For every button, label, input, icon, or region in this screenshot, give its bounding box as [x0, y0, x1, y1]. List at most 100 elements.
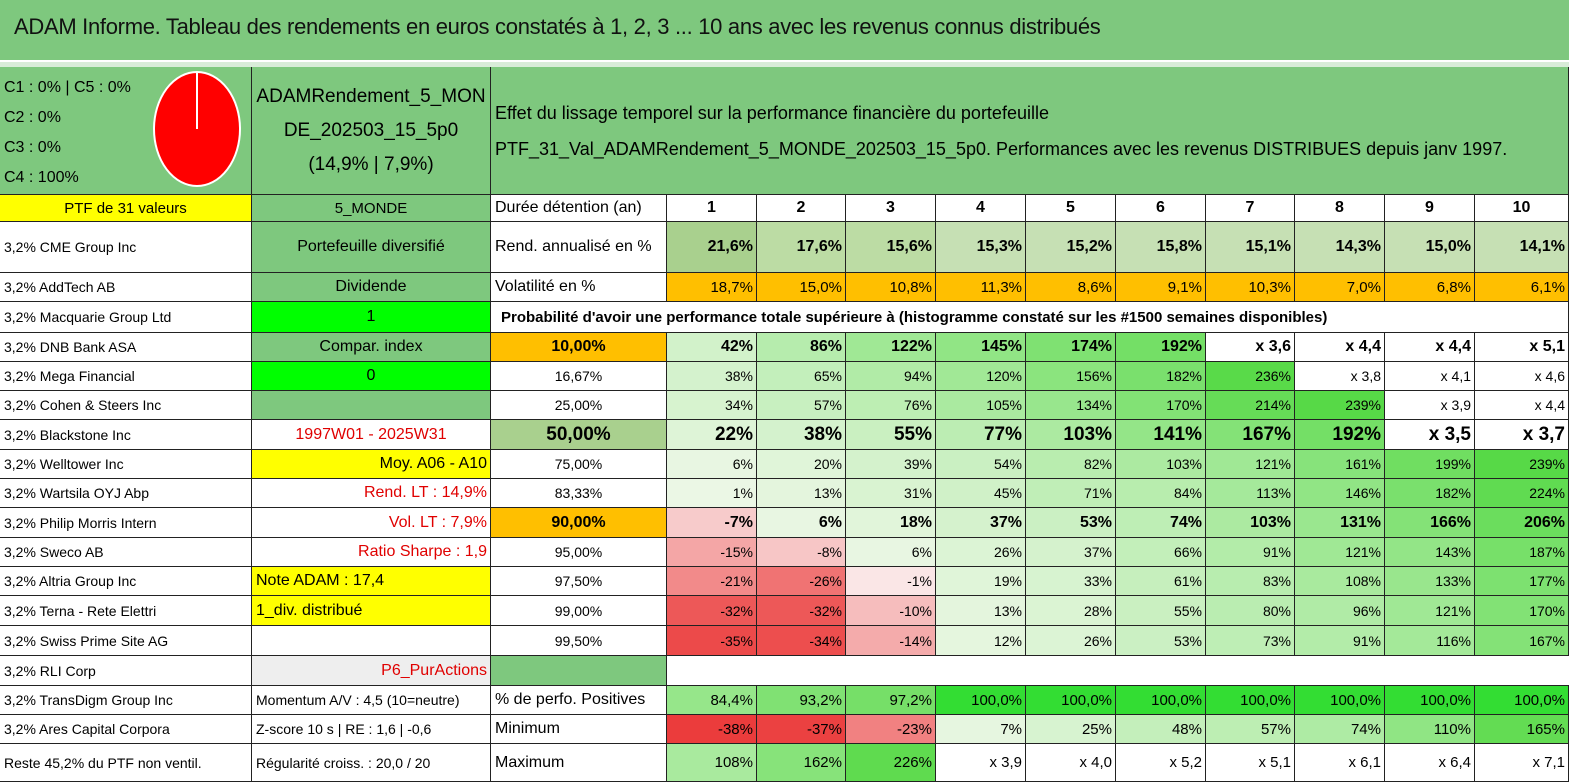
probability-value[interactable]: 82%	[1026, 450, 1116, 479]
rend-value[interactable]: 15,3%	[936, 222, 1026, 273]
minimum-value[interactable]: 57%	[1206, 715, 1295, 744]
minimum-value[interactable]: -37%	[757, 715, 846, 744]
positive-value[interactable]: 100,0%	[1385, 686, 1475, 715]
probability-value[interactable]: 54%	[936, 450, 1026, 479]
probability-value[interactable]: 167%	[1475, 626, 1569, 656]
minimum-value[interactable]: -23%	[846, 715, 936, 744]
probability-value[interactable]: 37%	[936, 508, 1026, 538]
minimum-value[interactable]: 110%	[1385, 715, 1475, 744]
probability-value[interactable]: 224%	[1475, 479, 1569, 508]
vol-value[interactable]: 10,8%	[846, 273, 936, 302]
spacer-empty[interactable]	[667, 656, 1569, 686]
probability-value[interactable]: 28%	[1026, 596, 1116, 626]
positive-value[interactable]: 93,2%	[757, 686, 846, 715]
rend-value[interactable]: 14,3%	[1295, 222, 1385, 273]
probability-value[interactable]: 103%	[1116, 450, 1206, 479]
positive-value[interactable]: 97,2%	[846, 686, 936, 715]
maximum-label[interactable]: Maximum	[491, 744, 667, 782]
probability-value[interactable]: 45%	[936, 479, 1026, 508]
probability-value[interactable]: 76%	[846, 391, 936, 420]
vol-value[interactable]: 11,3%	[936, 273, 1026, 302]
rend-value[interactable]: 15,8%	[1116, 222, 1206, 273]
probability-value[interactable]: 84%	[1116, 479, 1206, 508]
probability-level[interactable]: 99,00%	[491, 596, 667, 626]
probability-value[interactable]: 156%	[1026, 362, 1116, 391]
year-header[interactable]: 1	[667, 195, 757, 222]
probability-value[interactable]: 122%	[846, 333, 936, 362]
info-cell[interactable]	[252, 626, 491, 656]
probability-value[interactable]: 236%	[1206, 362, 1295, 391]
holding-row[interactable]: 3,2% AddTech AB	[0, 273, 252, 302]
probability-value[interactable]: 1%	[667, 479, 757, 508]
minimum-value[interactable]: 48%	[1116, 715, 1206, 744]
holding-row[interactable]: 3,2% TransDigm Group Inc	[0, 686, 252, 715]
probability-value[interactable]: 66%	[1116, 538, 1206, 567]
probability-value[interactable]: 167%	[1206, 420, 1295, 450]
holding-row[interactable]: 3,2% Mega Financial	[0, 362, 252, 391]
year-header[interactable]: 7	[1206, 195, 1295, 222]
info-cell[interactable]: Note ADAM : 17,4	[252, 567, 491, 596]
probability-value[interactable]: 116%	[1385, 626, 1475, 656]
vol-value[interactable]: 6,8%	[1385, 273, 1475, 302]
holding-row[interactable]: 3,2% Terna - Rete Elettri	[0, 596, 252, 626]
probability-value[interactable]: 166%	[1385, 508, 1475, 538]
vol-value[interactable]: 10,3%	[1206, 273, 1295, 302]
probability-level[interactable]: 99,50%	[491, 626, 667, 656]
probability-value[interactable]: 192%	[1116, 333, 1206, 362]
maximum-value[interactable]: x 6,1	[1295, 744, 1385, 782]
probability-value[interactable]: 12%	[936, 626, 1026, 656]
probability-value[interactable]: x 4,4	[1295, 333, 1385, 362]
vol-value[interactable]: 6,1%	[1475, 273, 1569, 302]
positive-value[interactable]: 100,0%	[1206, 686, 1295, 715]
probability-value[interactable]: 145%	[936, 333, 1026, 362]
probability-value[interactable]: x 4,1	[1385, 362, 1475, 391]
info-cell[interactable]: Moy. A06 - A10	[252, 450, 491, 479]
probability-value[interactable]: 19%	[936, 567, 1026, 596]
vol-value[interactable]: 18,7%	[667, 273, 757, 302]
minimum-value[interactable]: 25%	[1026, 715, 1116, 744]
probability-value[interactable]: 80%	[1206, 596, 1295, 626]
probability-value[interactable]: 55%	[1116, 596, 1206, 626]
probability-value[interactable]: 13%	[936, 596, 1026, 626]
probability-level[interactable]: 16,67%	[491, 362, 667, 391]
year-header[interactable]: 5	[1026, 195, 1116, 222]
year-header[interactable]: 6	[1116, 195, 1206, 222]
probability-value[interactable]: 121%	[1295, 538, 1385, 567]
vol-value[interactable]: 15,0%	[757, 273, 846, 302]
probability-value[interactable]: 133%	[1385, 567, 1475, 596]
holding-row[interactable]: 3,2% Ares Capital Corpora	[0, 715, 252, 744]
info-cell[interactable]	[252, 391, 491, 420]
maximum-value[interactable]: 162%	[757, 744, 846, 782]
info-cell[interactable]: Portefeuille diversifié	[252, 222, 491, 273]
probability-value[interactable]: 187%	[1475, 538, 1569, 567]
probability-value[interactable]: -8%	[757, 538, 846, 567]
probability-value[interactable]: x 3,8	[1295, 362, 1385, 391]
rend-value[interactable]: 15,6%	[846, 222, 936, 273]
probability-value[interactable]: 108%	[1295, 567, 1385, 596]
info-cell[interactable]: Vol. LT : 7,9%	[252, 508, 491, 538]
info-cell[interactable]: Rend. LT : 14,9%	[252, 479, 491, 508]
probability-value[interactable]: -34%	[757, 626, 846, 656]
holding-row[interactable]: 3,2% Wartsila OYJ Abp	[0, 479, 252, 508]
probability-value[interactable]: 57%	[757, 391, 846, 420]
probability-value[interactable]: 161%	[1295, 450, 1385, 479]
probability-value[interactable]: 239%	[1475, 450, 1569, 479]
probability-value[interactable]: 77%	[936, 420, 1026, 450]
probability-value[interactable]: 182%	[1116, 362, 1206, 391]
maximum-value[interactable]: x 7,1	[1475, 744, 1569, 782]
probability-value[interactable]: x 3,5	[1385, 420, 1475, 450]
maximum-value[interactable]: 226%	[846, 744, 936, 782]
probability-level[interactable]: 75,00%	[491, 450, 667, 479]
probability-value[interactable]: x 4,4	[1385, 333, 1475, 362]
year-header[interactable]: 10	[1475, 195, 1569, 222]
holding-row[interactable]: 3,2% Altria Group Inc	[0, 567, 252, 596]
probability-value[interactable]: 22%	[667, 420, 757, 450]
minimum-value[interactable]: 165%	[1475, 715, 1569, 744]
probability-value[interactable]: 26%	[1026, 626, 1116, 656]
rend-value[interactable]: 14,1%	[1475, 222, 1569, 273]
portfolio-name[interactable]: ADAMRendement_5_MON DE_202503_15_5p0 (14,9…	[252, 67, 491, 195]
info-cell[interactable]: Dividende	[252, 273, 491, 302]
positive-value[interactable]: 100,0%	[1475, 686, 1569, 715]
year-header[interactable]: 8	[1295, 195, 1385, 222]
probability-value[interactable]: 33%	[1026, 567, 1116, 596]
